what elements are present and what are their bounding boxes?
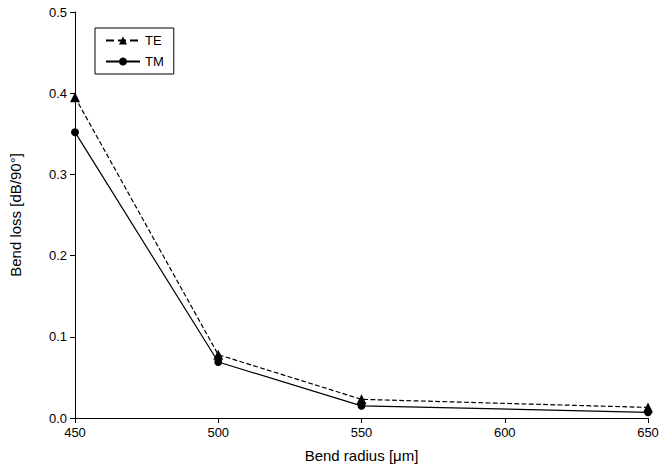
- svg-text:550: 550: [351, 425, 373, 440]
- svg-text:0.0: 0.0: [49, 411, 67, 426]
- svg-text:0.1: 0.1: [49, 329, 67, 344]
- svg-text:TM: TM: [145, 54, 164, 69]
- svg-text:0.2: 0.2: [49, 248, 67, 263]
- svg-text:Bend loss [dB/90°]: Bend loss [dB/90°]: [7, 153, 24, 277]
- svg-text:0.3: 0.3: [49, 167, 67, 182]
- svg-text:TE: TE: [145, 33, 162, 48]
- svg-text:0.4: 0.4: [49, 86, 67, 101]
- svg-text:600: 600: [494, 425, 516, 440]
- svg-text:500: 500: [207, 425, 229, 440]
- svg-text:450: 450: [64, 425, 86, 440]
- svg-text:Bend radius [μm]: Bend radius [μm]: [305, 447, 419, 464]
- svg-text:650: 650: [637, 425, 659, 440]
- svg-text:0.5: 0.5: [49, 5, 67, 20]
